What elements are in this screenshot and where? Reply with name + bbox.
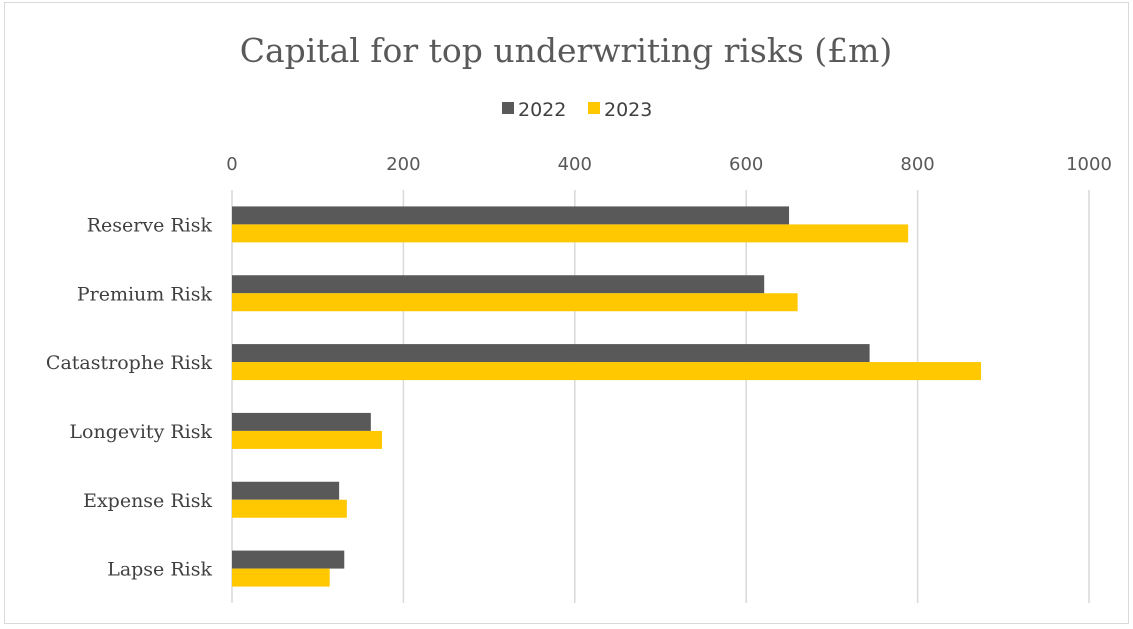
bar-longevity-risk-2022 — [232, 412, 371, 431]
category-label-reserve-risk: Reserve Risk — [87, 214, 213, 236]
bar-catastrophe-risk-2022 — [232, 344, 870, 363]
category-label-catastrophe-risk: Catastrophe Risk — [46, 352, 213, 374]
x-tick-label-0: 0 — [226, 154, 237, 175]
bar-expense-risk-2022 — [232, 481, 340, 500]
x-tick-label-200: 200 — [386, 154, 420, 175]
x-tick-label-1000: 1000 — [1066, 154, 1112, 175]
x-tick-label-600: 600 — [729, 154, 763, 175]
bar-premium-risk-2022 — [232, 275, 765, 294]
bar-expense-risk-2023 — [232, 499, 347, 518]
x-tick-label-400: 400 — [558, 154, 592, 175]
category-label-expense-risk: Expense Risk — [83, 490, 212, 512]
category-label-longevity-risk: Longevity Risk — [69, 421, 212, 443]
chart-title: Capital for top underwriting risks (£m) — [240, 31, 893, 70]
legend-label-2022: 2022 — [518, 99, 566, 121]
bar-reserve-risk-2022 — [232, 206, 790, 225]
category-labels: Reserve Risk Premium Risk Catastrophe Risk… — [46, 214, 213, 580]
legend-swatch-2023 — [588, 102, 600, 114]
bars — [232, 206, 982, 587]
category-label-premium-risk: Premium Risk — [77, 283, 213, 305]
legend: 2022 2023 — [502, 99, 652, 121]
bar-premium-risk-2023 — [232, 293, 798, 312]
bar-catastrophe-risk-2023 — [232, 362, 982, 381]
gridlines — [231, 190, 1090, 603]
bar-longevity-risk-2023 — [232, 430, 382, 449]
legend-label-2023: 2023 — [604, 99, 652, 121]
chart-area — [4, 2, 1129, 624]
bar-lapse-risk-2022 — [232, 550, 345, 569]
legend-swatch-2022 — [502, 102, 514, 114]
bar-reserve-risk-2023 — [232, 224, 909, 243]
x-tick-label-800: 800 — [900, 154, 934, 175]
x-axis-ticks: 0 200 400 600 800 1000 — [226, 154, 1112, 175]
category-label-lapse-risk: Lapse Risk — [107, 559, 212, 581]
bar-lapse-risk-2023 — [232, 568, 330, 587]
